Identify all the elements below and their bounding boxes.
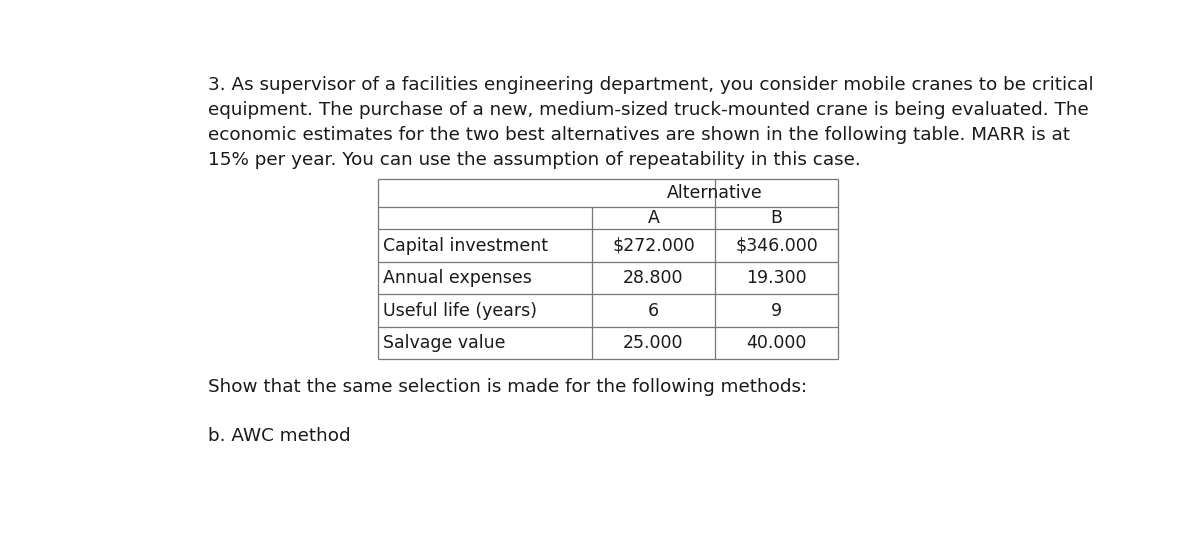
Text: 9: 9	[772, 302, 782, 320]
Text: 6: 6	[648, 302, 659, 320]
Text: $346.000: $346.000	[736, 237, 818, 255]
Text: Salvage value: Salvage value	[383, 334, 506, 352]
Text: B: B	[770, 209, 782, 227]
Text: 25.000: 25.000	[623, 334, 684, 352]
Text: b. AWC method: b. AWC method	[208, 427, 350, 445]
Text: $272.000: $272.000	[612, 237, 695, 255]
Text: Useful life (years): Useful life (years)	[383, 302, 538, 320]
Text: 19.300: 19.300	[746, 269, 806, 287]
Text: Capital investment: Capital investment	[383, 237, 548, 255]
Text: A: A	[648, 209, 660, 227]
Text: Show that the same selection is made for the following methods:: Show that the same selection is made for…	[208, 378, 806, 396]
Text: 40.000: 40.000	[746, 334, 806, 352]
Text: Annual expenses: Annual expenses	[383, 269, 533, 287]
Text: 3. As supervisor of a facilities engineering department, you consider mobile cra: 3. As supervisor of a facilities enginee…	[208, 76, 1093, 169]
Text: 28.800: 28.800	[623, 269, 684, 287]
Text: Alternative: Alternative	[667, 184, 763, 202]
